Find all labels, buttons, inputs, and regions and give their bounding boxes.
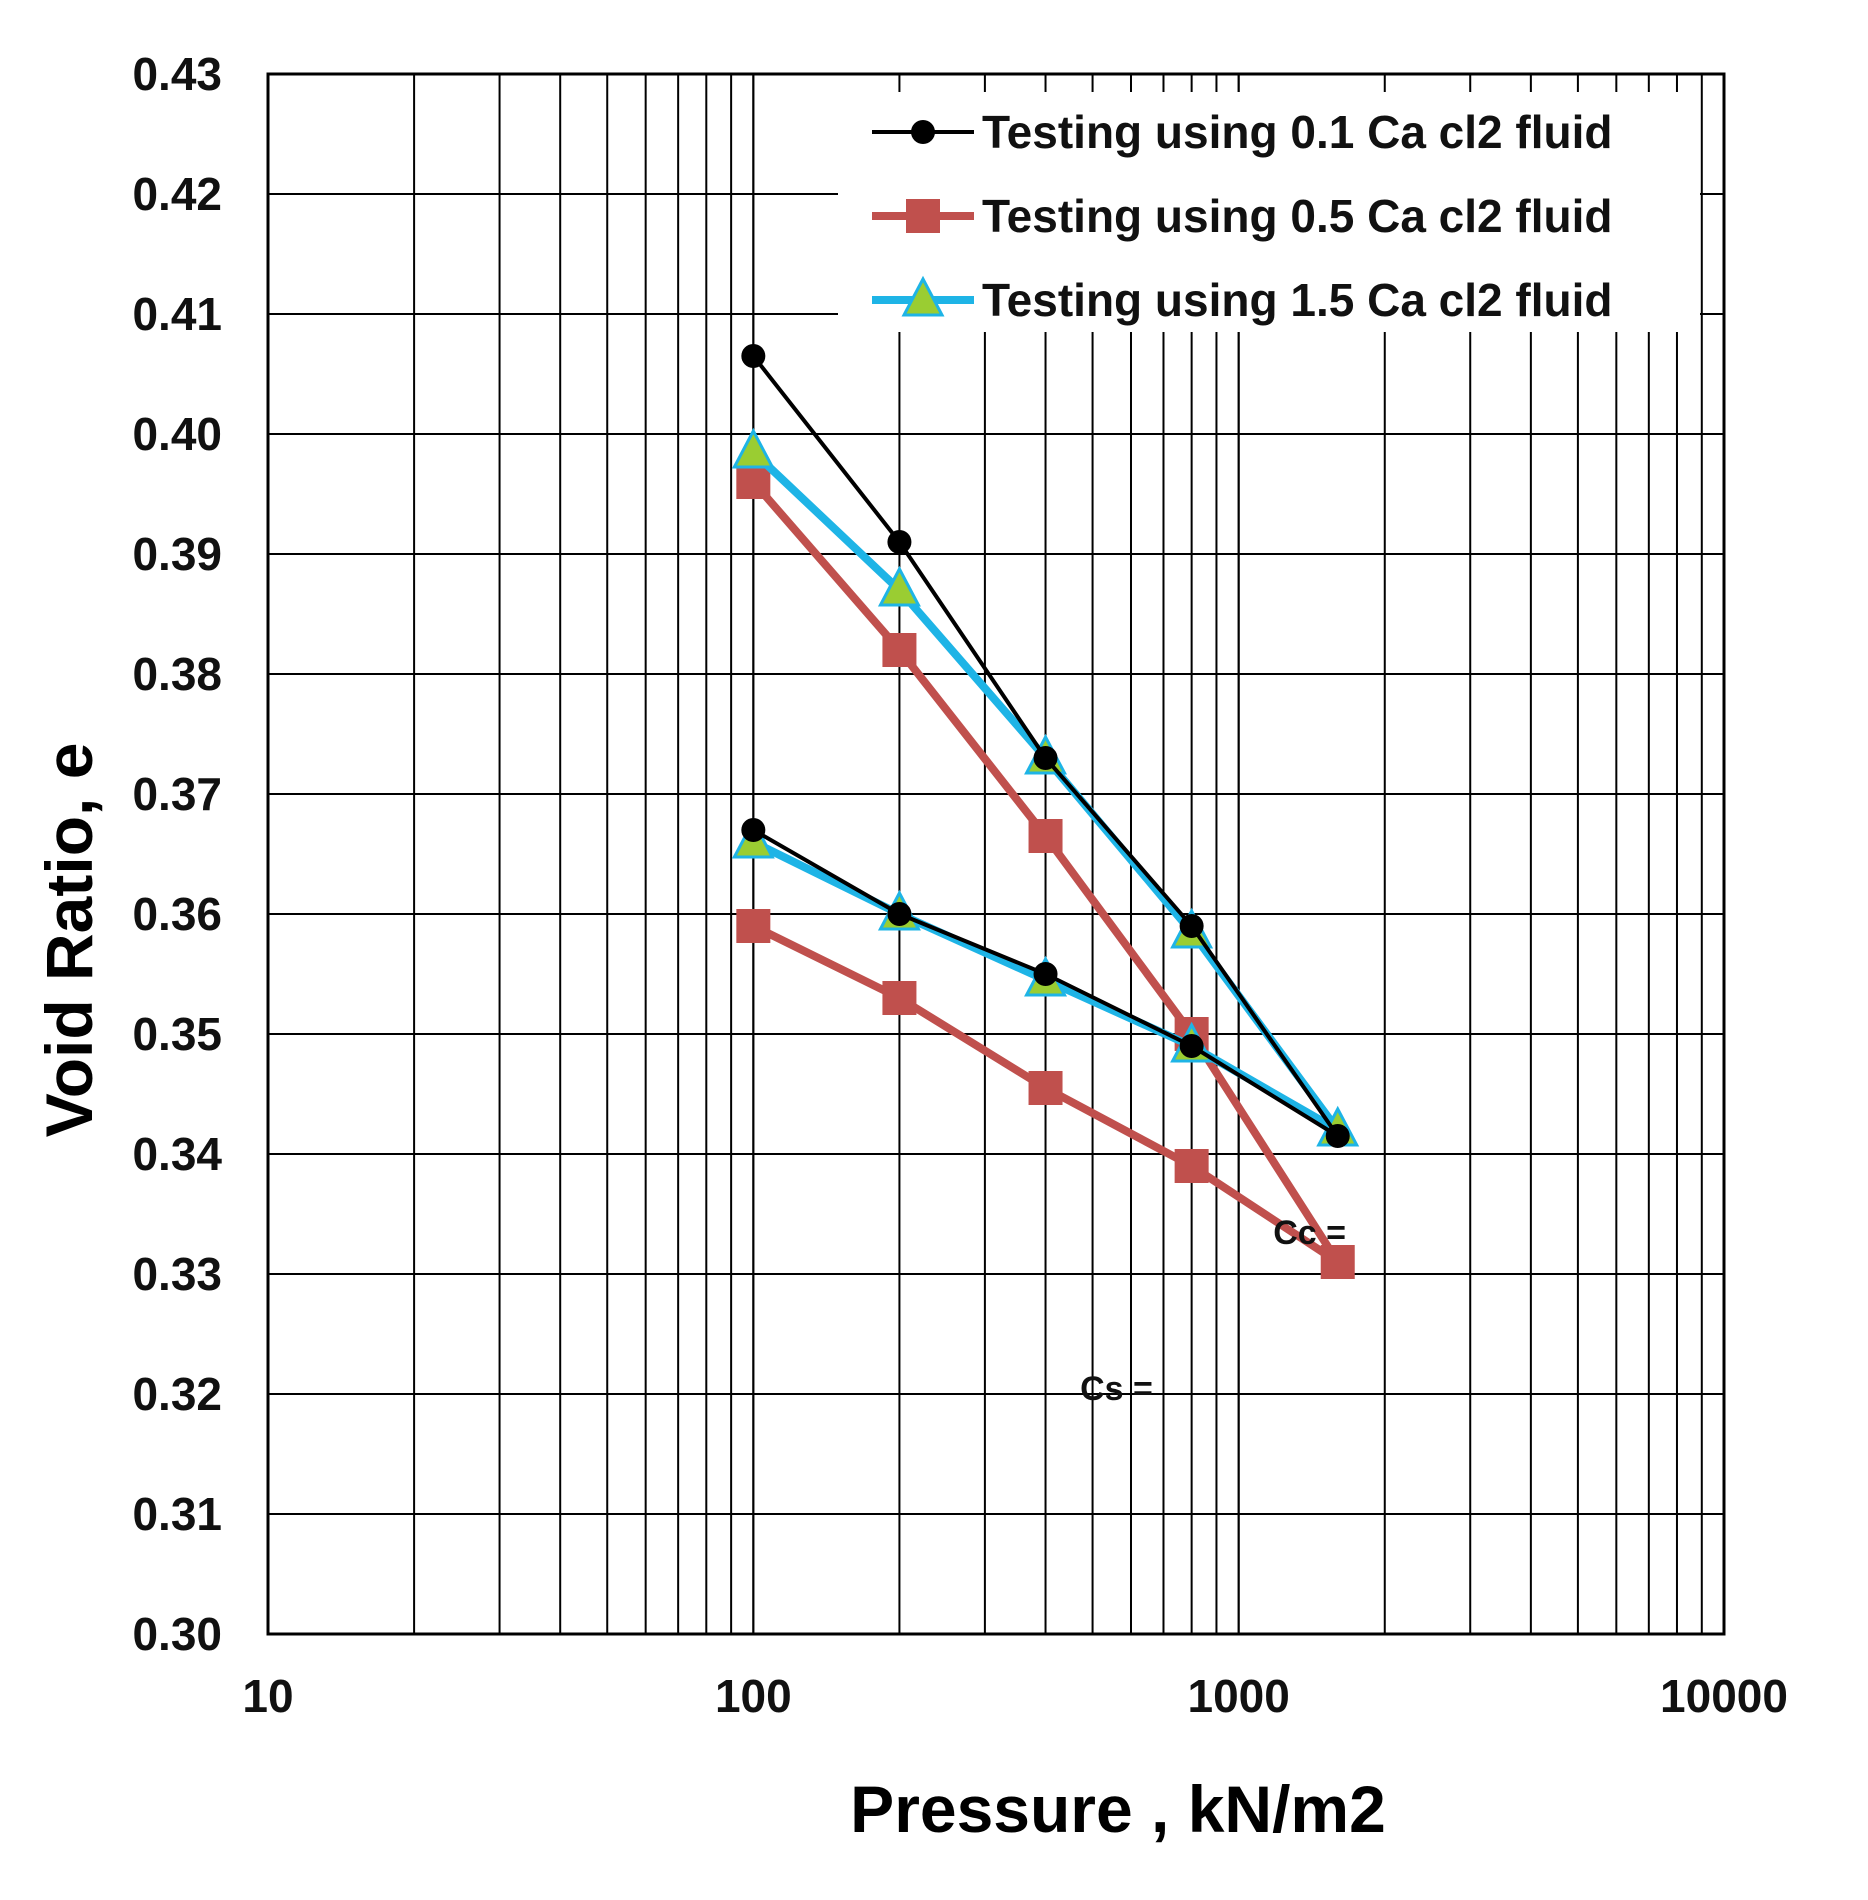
- annotation-label: Cc =: [1273, 1214, 1346, 1252]
- data-point: [736, 909, 771, 943]
- legend-background: [838, 92, 1700, 332]
- y-tick-label: 0.40: [132, 408, 222, 460]
- data-point: [731, 427, 775, 469]
- legend-marker: [901, 275, 945, 317]
- series-2: [736, 465, 1355, 1279]
- data-point: [1320, 1245, 1355, 1279]
- y-tick-label: 0.30: [132, 1608, 222, 1660]
- y-tick-label: 0.37: [132, 768, 222, 820]
- data-point: [1174, 1149, 1209, 1183]
- data-point: [1179, 914, 1204, 938]
- x-tick-label: 100: [715, 1670, 792, 1722]
- y-tick-label: 0.42: [132, 168, 222, 220]
- x-tick-label: 1000: [1187, 1670, 1289, 1722]
- y-tick-label: 0.33: [132, 1248, 222, 1300]
- y-axis-tick-labels: 0.30 0.31 0.32 0.33 0.34 0.35 0.36 0.37 0.38 0.39…: [132, 48, 222, 1660]
- y-tick-label: 0.38: [132, 648, 222, 700]
- plot-area-frame: [266, 72, 1726, 1636]
- data-point: [736, 465, 771, 499]
- data-point: [1028, 1071, 1063, 1105]
- y-tick-label: 0.36: [132, 888, 222, 940]
- legend-marker: [911, 120, 935, 144]
- legend-label: Testing using 1.5 Ca cl2 fluid: [982, 274, 1612, 326]
- legend: Testing using 0.1 Ca cl2 fluid Testing us…: [838, 92, 1700, 332]
- y-tick-label: 0.43: [132, 48, 222, 100]
- y-tick-label: 0.34: [132, 1128, 222, 1180]
- data-point: [887, 902, 912, 926]
- legend-marker: [906, 199, 940, 233]
- x-tick-label: 10: [242, 1670, 293, 1722]
- annotations: Cc = Cs =: [1080, 1214, 1346, 1408]
- series-1: [741, 344, 1350, 1148]
- y-tick-label: 0.32: [132, 1368, 222, 1420]
- data-point: [741, 818, 766, 842]
- y-tick-label: 0.41: [132, 288, 222, 340]
- series-layer: [731, 344, 1360, 1279]
- y-axis-title: Void Ratio, e: [32, 743, 106, 1138]
- x-tick-label: 10000: [1660, 1670, 1788, 1722]
- data-point: [877, 565, 921, 607]
- legend-label: Testing using 0.5 Ca cl2 fluid: [982, 190, 1612, 242]
- data-point: [741, 344, 766, 368]
- data-point: [882, 633, 917, 667]
- x-axis-title: Pressure , kN/m2: [850, 1772, 1386, 1846]
- y-tick-label: 0.35: [132, 1008, 222, 1060]
- y-tick-label: 0.31: [132, 1488, 222, 1540]
- data-point: [1033, 746, 1058, 770]
- data-point: [1179, 1034, 1204, 1058]
- y-tick-label: 0.39: [132, 528, 222, 580]
- legend-label: Testing using 0.1 Ca cl2 fluid: [982, 106, 1612, 158]
- annotation-label: Cs =: [1080, 1370, 1153, 1408]
- data-point: [1033, 962, 1058, 986]
- data-point: [1325, 1124, 1350, 1148]
- x-axis-tick-labels: 10 100 1000 10000: [242, 1670, 1788, 1722]
- data-point: [1028, 819, 1063, 853]
- data-point: [887, 530, 912, 554]
- data-point: [882, 981, 917, 1015]
